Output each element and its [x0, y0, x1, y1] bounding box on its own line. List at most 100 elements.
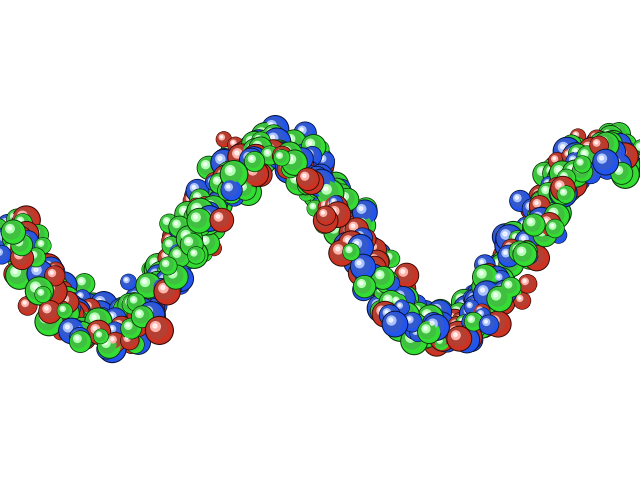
Circle shape: [176, 223, 195, 242]
Circle shape: [92, 301, 99, 308]
Circle shape: [369, 263, 372, 266]
Circle shape: [456, 316, 471, 330]
Circle shape: [539, 184, 557, 202]
Circle shape: [342, 216, 345, 219]
Circle shape: [422, 310, 431, 319]
Circle shape: [157, 278, 174, 295]
Circle shape: [38, 262, 40, 264]
Circle shape: [420, 317, 436, 332]
Circle shape: [603, 141, 625, 162]
Circle shape: [145, 309, 149, 312]
Circle shape: [453, 322, 456, 324]
Circle shape: [573, 159, 593, 179]
Circle shape: [365, 260, 388, 283]
Circle shape: [470, 288, 488, 305]
Circle shape: [221, 185, 228, 192]
Circle shape: [90, 319, 107, 337]
Circle shape: [262, 157, 266, 160]
Circle shape: [214, 167, 234, 187]
Circle shape: [575, 158, 577, 161]
Circle shape: [580, 154, 586, 159]
Circle shape: [484, 259, 501, 276]
Circle shape: [515, 236, 522, 243]
Circle shape: [442, 335, 445, 338]
Circle shape: [317, 202, 337, 222]
Circle shape: [47, 298, 51, 302]
Circle shape: [589, 150, 601, 162]
Circle shape: [148, 297, 166, 315]
Circle shape: [226, 144, 236, 154]
Circle shape: [455, 319, 472, 336]
Circle shape: [575, 148, 591, 165]
Circle shape: [243, 144, 269, 170]
Circle shape: [113, 298, 138, 322]
Circle shape: [476, 256, 491, 271]
Circle shape: [467, 293, 472, 299]
Circle shape: [589, 131, 604, 146]
Circle shape: [326, 189, 329, 192]
Circle shape: [284, 144, 300, 159]
Circle shape: [528, 251, 530, 253]
Circle shape: [348, 219, 373, 245]
Circle shape: [452, 290, 476, 313]
Circle shape: [594, 137, 603, 146]
Circle shape: [616, 149, 623, 156]
Circle shape: [49, 263, 63, 277]
Circle shape: [49, 266, 52, 270]
Circle shape: [339, 238, 348, 247]
Circle shape: [150, 258, 159, 266]
Circle shape: [0, 216, 14, 232]
Circle shape: [543, 193, 563, 213]
Circle shape: [39, 291, 42, 293]
Circle shape: [593, 134, 604, 145]
Circle shape: [512, 229, 527, 244]
Circle shape: [550, 176, 563, 189]
Circle shape: [492, 292, 508, 310]
Circle shape: [171, 221, 186, 235]
Circle shape: [539, 196, 548, 206]
Circle shape: [538, 227, 556, 245]
Circle shape: [121, 275, 136, 290]
Circle shape: [633, 140, 640, 159]
Circle shape: [355, 260, 378, 283]
Circle shape: [92, 315, 96, 319]
Circle shape: [232, 161, 254, 184]
Circle shape: [359, 274, 364, 279]
Circle shape: [111, 317, 132, 338]
Circle shape: [32, 228, 39, 236]
Circle shape: [502, 223, 521, 242]
Circle shape: [550, 180, 574, 204]
Circle shape: [296, 124, 312, 139]
Circle shape: [287, 135, 301, 149]
Circle shape: [544, 219, 548, 222]
Circle shape: [241, 144, 258, 161]
Circle shape: [251, 135, 260, 144]
Circle shape: [196, 209, 215, 229]
Circle shape: [296, 166, 298, 168]
Circle shape: [522, 224, 525, 227]
Circle shape: [457, 325, 482, 350]
Circle shape: [551, 181, 571, 201]
Circle shape: [366, 246, 380, 260]
Circle shape: [191, 227, 197, 233]
Circle shape: [52, 317, 70, 336]
Circle shape: [420, 309, 440, 329]
Circle shape: [495, 271, 499, 275]
Circle shape: [24, 259, 37, 272]
Circle shape: [298, 169, 314, 186]
Circle shape: [195, 222, 213, 240]
Circle shape: [39, 301, 61, 323]
Circle shape: [267, 129, 275, 136]
Circle shape: [276, 149, 294, 167]
Circle shape: [556, 180, 559, 184]
Circle shape: [273, 150, 277, 154]
Circle shape: [292, 149, 312, 168]
Circle shape: [106, 323, 131, 348]
Circle shape: [302, 182, 305, 184]
Circle shape: [282, 147, 293, 159]
Circle shape: [175, 224, 191, 240]
Circle shape: [157, 265, 175, 282]
Circle shape: [45, 307, 48, 310]
Circle shape: [94, 324, 98, 328]
Circle shape: [51, 265, 56, 271]
